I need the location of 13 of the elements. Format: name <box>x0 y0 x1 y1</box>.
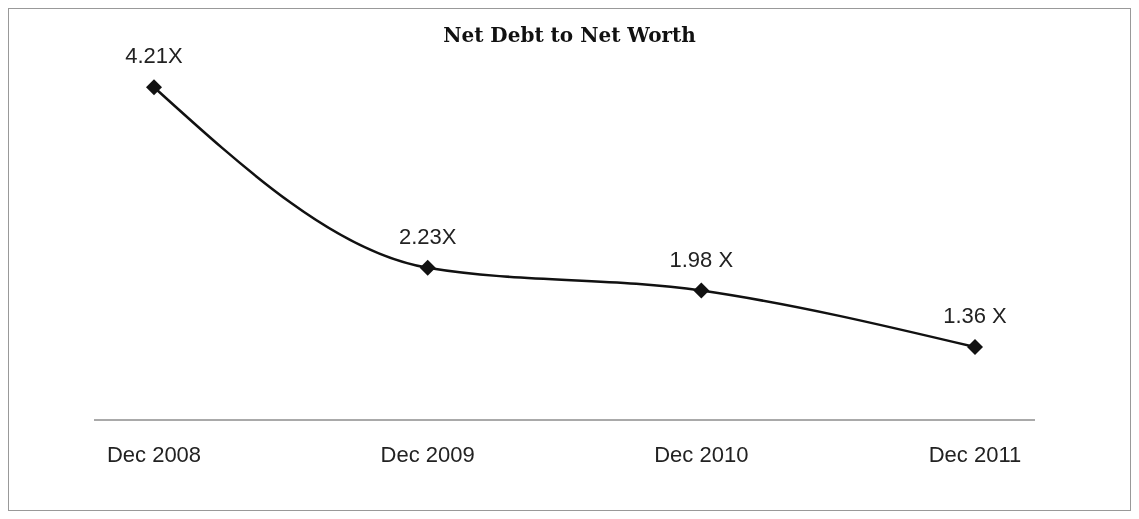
chart-title: Net Debt to Net Worth <box>443 23 696 47</box>
data-label: 1.98 X <box>669 246 734 272</box>
point <box>146 79 162 96</box>
point <box>967 339 983 356</box>
point <box>419 259 436 276</box>
point <box>693 282 710 299</box>
data-label: 2.23X <box>398 223 457 249</box>
x-tick-label: Dec 2010 <box>654 441 749 467</box>
x-tick-label: Dec 2009 <box>380 441 475 467</box>
data-label: 4.21X <box>125 43 184 69</box>
x-tick-label: Dec 2011 <box>928 441 1022 467</box>
x-tick-label: Dec 2008 <box>106 441 202 467</box>
data-label: 1.36 X <box>943 303 1008 329</box>
